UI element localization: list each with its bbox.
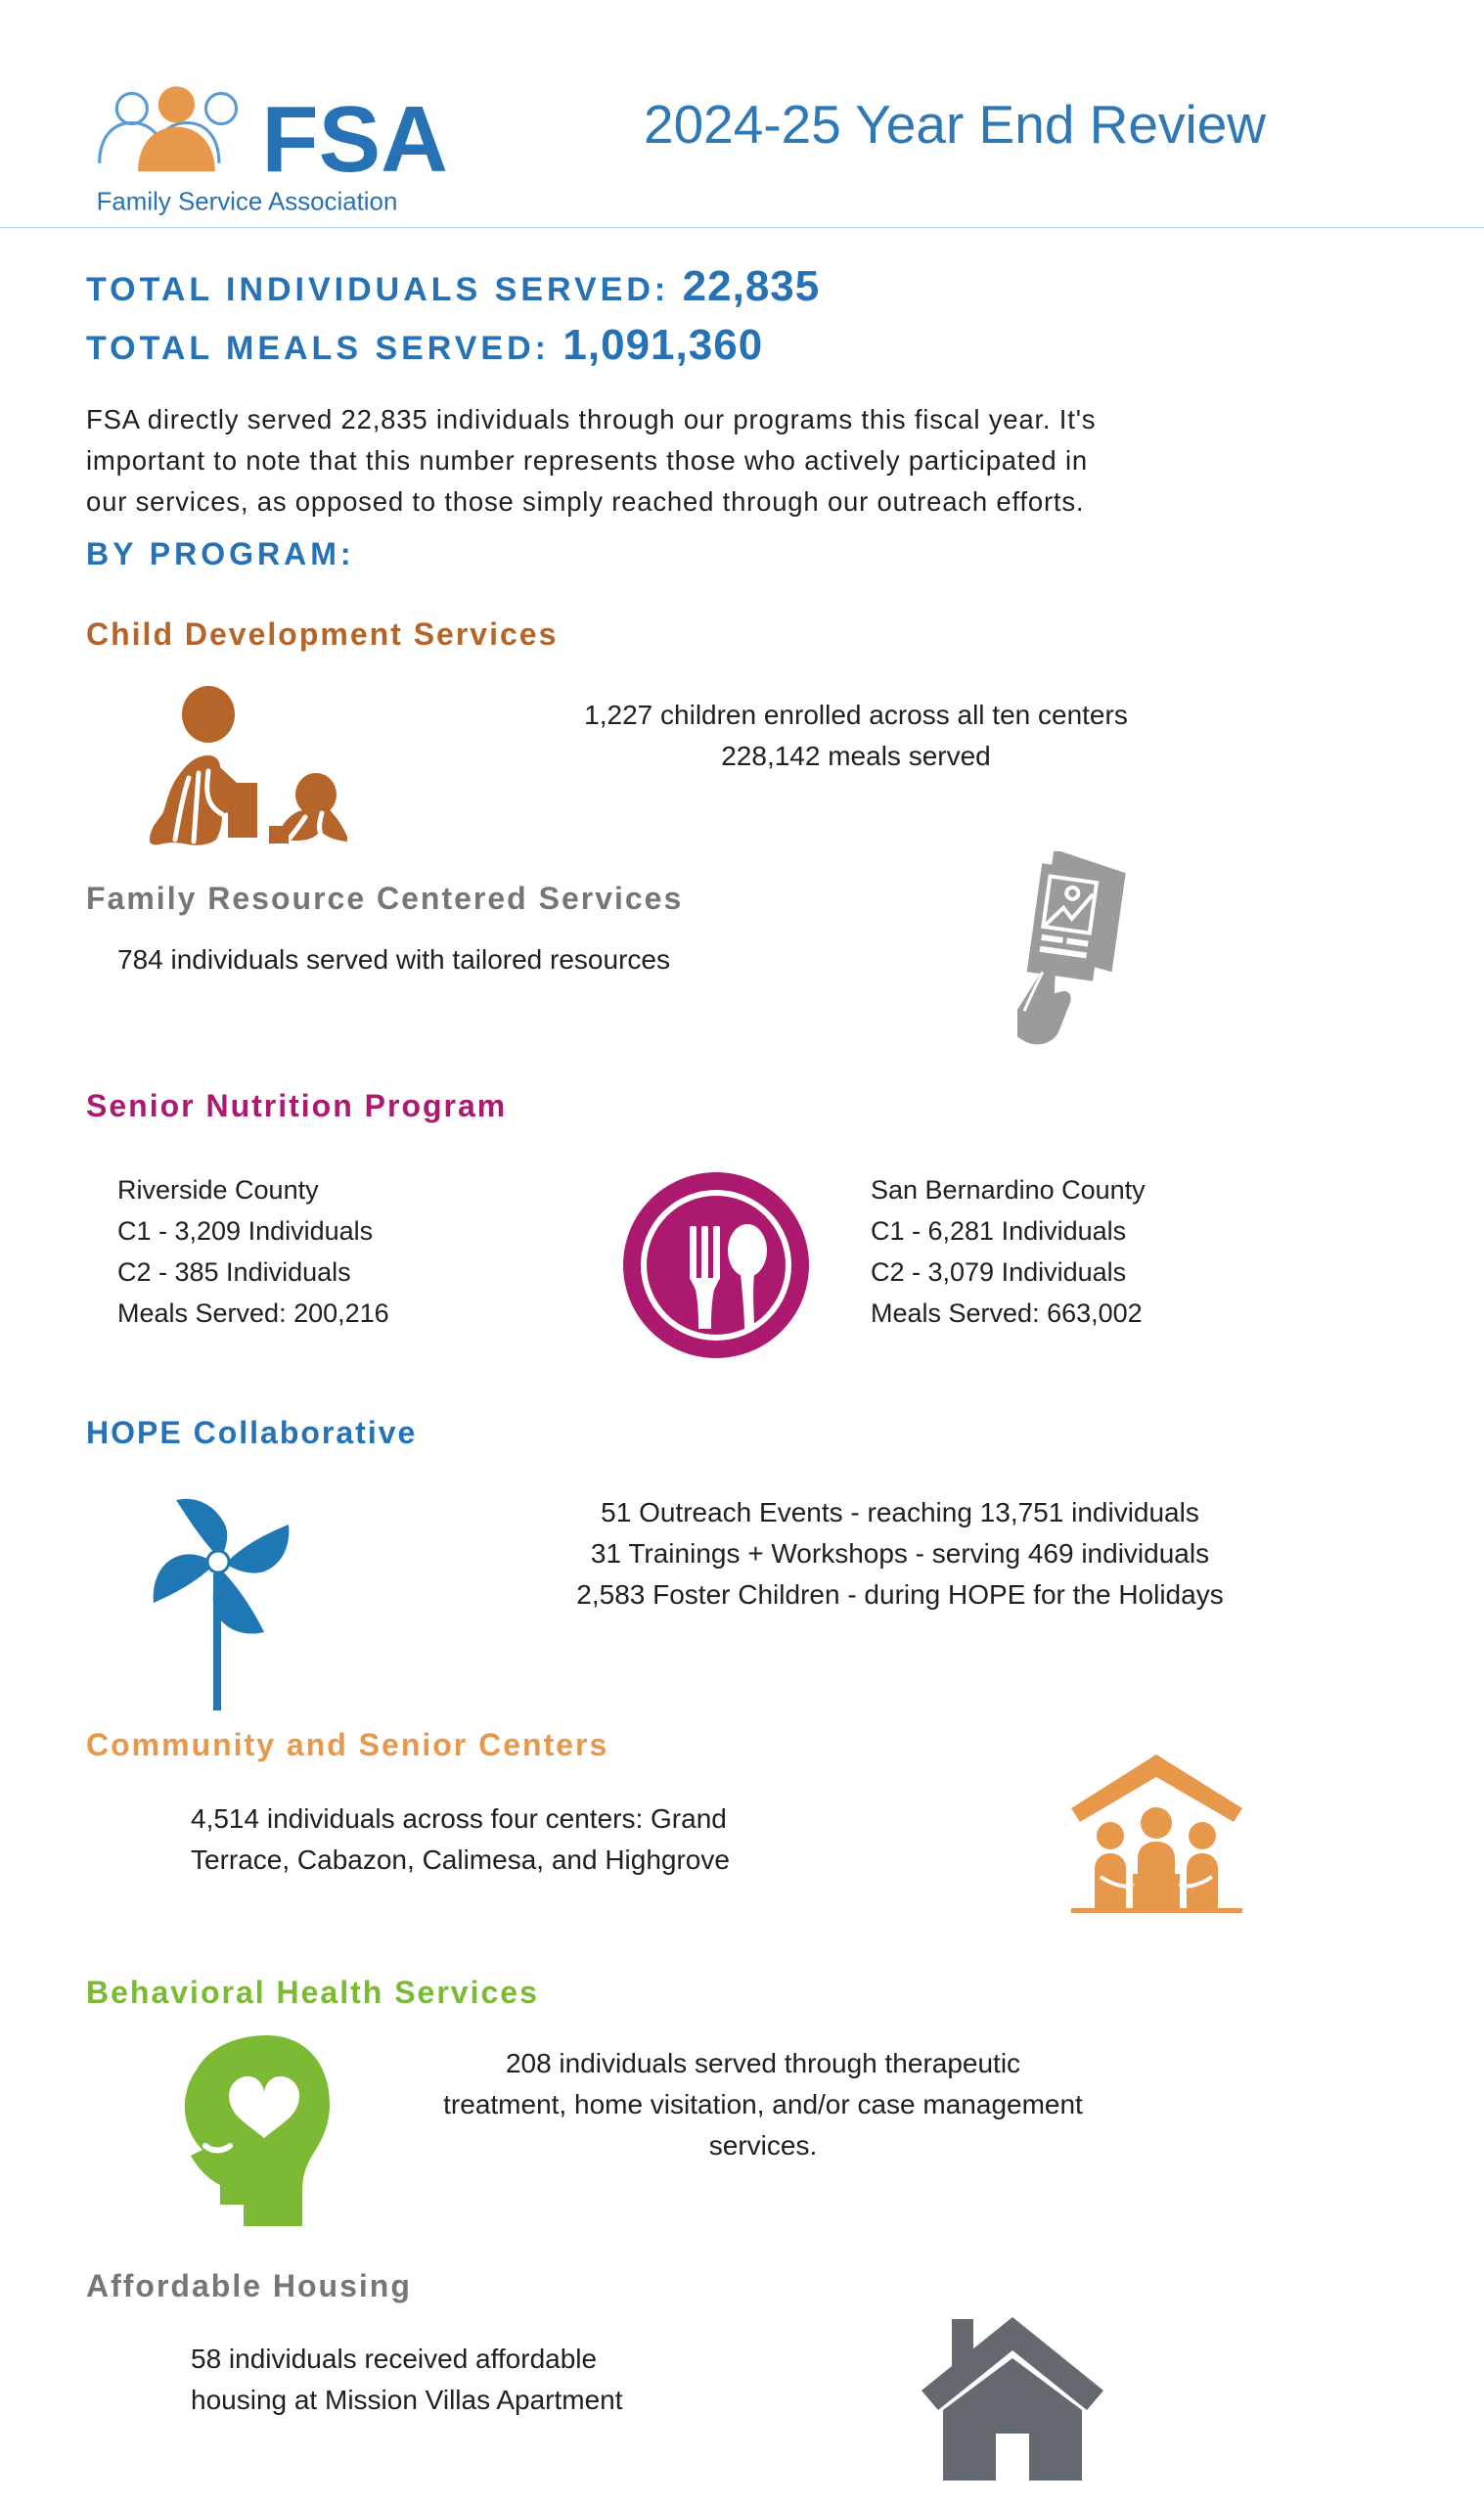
svg-text:FSA: FSA	[261, 88, 447, 192]
svg-text:Family Service Association: Family Service Association	[97, 189, 398, 216]
